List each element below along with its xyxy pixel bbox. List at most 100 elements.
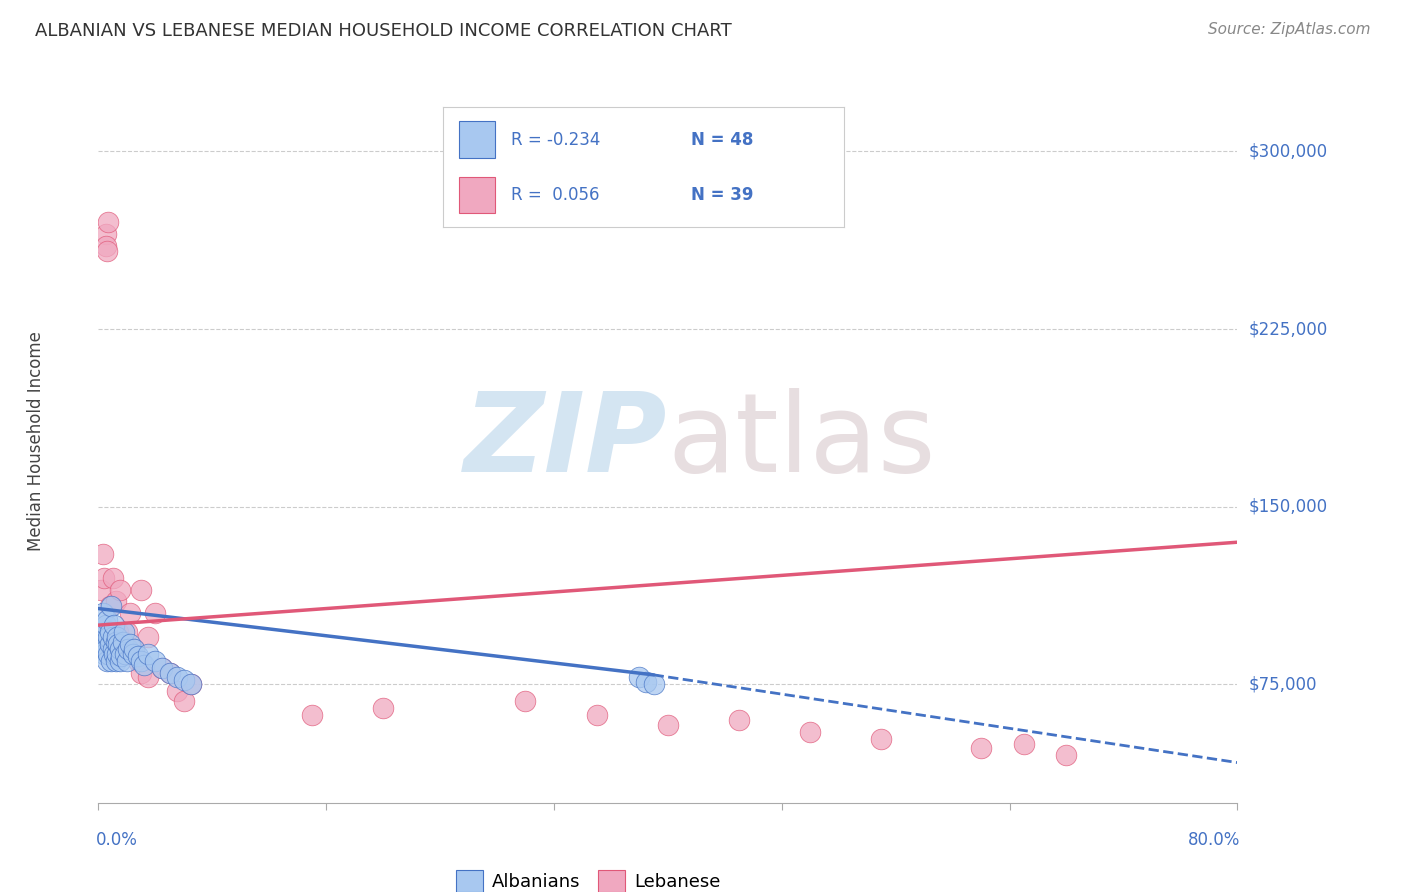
Point xyxy=(166,670,188,684)
Point xyxy=(132,658,155,673)
Point xyxy=(152,661,174,675)
Point xyxy=(103,618,125,632)
Point xyxy=(111,634,134,648)
Text: ALBANIAN VS LEBANESE MEDIAN HOUSEHOLD INCOME CORRELATION CHART: ALBANIAN VS LEBANESE MEDIAN HOUSEHOLD IN… xyxy=(35,22,733,40)
Point xyxy=(114,647,136,661)
Point xyxy=(118,607,141,621)
Point xyxy=(103,647,125,661)
Point xyxy=(122,641,145,656)
Point xyxy=(1012,737,1035,751)
Point xyxy=(96,654,118,668)
Point xyxy=(112,637,135,651)
Point xyxy=(129,654,152,668)
Point xyxy=(101,571,124,585)
Text: R = -0.234: R = -0.234 xyxy=(510,130,600,149)
Legend: Albanians, Lebanese: Albanians, Lebanese xyxy=(449,863,728,892)
Text: $75,000: $75,000 xyxy=(1249,675,1317,693)
Point xyxy=(104,654,127,668)
Point xyxy=(166,684,188,698)
Point xyxy=(100,599,122,614)
Point xyxy=(93,647,115,661)
Point xyxy=(90,582,112,597)
Point xyxy=(117,641,139,656)
Point xyxy=(657,717,679,731)
Point xyxy=(115,625,138,640)
Point xyxy=(108,641,131,656)
Point xyxy=(515,694,537,708)
Point xyxy=(136,670,159,684)
Text: 0.0%: 0.0% xyxy=(96,831,138,849)
Point xyxy=(93,625,115,640)
Point xyxy=(108,654,131,668)
Point xyxy=(105,647,128,661)
Point xyxy=(110,648,132,663)
Point xyxy=(118,637,141,651)
Point xyxy=(136,630,159,644)
Text: atlas: atlas xyxy=(668,388,936,495)
Point xyxy=(101,641,124,656)
Bar xyxy=(458,121,495,158)
Point xyxy=(129,665,152,680)
Point xyxy=(94,227,117,242)
Point xyxy=(145,607,167,621)
Point xyxy=(91,607,114,621)
Point xyxy=(129,582,152,597)
Text: $300,000: $300,000 xyxy=(1249,143,1327,161)
Text: Source: ZipAtlas.com: Source: ZipAtlas.com xyxy=(1208,22,1371,37)
Point xyxy=(108,582,131,597)
Point xyxy=(105,630,128,644)
Point xyxy=(107,637,129,651)
Point xyxy=(870,731,893,746)
Point xyxy=(98,599,121,614)
Point xyxy=(728,713,751,727)
Point xyxy=(643,677,665,691)
Point xyxy=(110,647,132,661)
Point xyxy=(152,661,174,675)
Point xyxy=(97,630,120,644)
Point xyxy=(97,647,120,661)
Point xyxy=(91,637,114,651)
Point xyxy=(97,215,120,229)
Point xyxy=(636,675,658,690)
Bar xyxy=(458,177,495,213)
Point xyxy=(96,244,118,258)
Point xyxy=(628,670,651,684)
Point xyxy=(159,665,181,680)
Point xyxy=(90,630,112,644)
Text: Median Household Income: Median Household Income xyxy=(27,332,45,551)
Point xyxy=(173,673,195,687)
Point xyxy=(112,625,135,640)
Point xyxy=(98,625,121,640)
Point xyxy=(104,594,127,608)
Point xyxy=(180,677,202,691)
Point xyxy=(145,654,167,668)
Point xyxy=(136,647,159,661)
Point xyxy=(799,724,821,739)
Point xyxy=(1056,748,1078,763)
Point xyxy=(93,571,115,585)
Point xyxy=(373,701,395,715)
Point xyxy=(970,741,993,756)
Text: ZIP: ZIP xyxy=(464,388,668,495)
Text: $225,000: $225,000 xyxy=(1249,320,1327,338)
Point xyxy=(98,637,121,651)
Point xyxy=(127,654,149,668)
Point xyxy=(180,677,202,691)
Text: N = 39: N = 39 xyxy=(692,186,754,204)
Point xyxy=(115,654,138,668)
Point xyxy=(107,625,129,640)
Point xyxy=(122,641,145,656)
Text: N = 48: N = 48 xyxy=(692,130,754,149)
Point xyxy=(159,665,181,680)
Point xyxy=(127,648,149,663)
Point xyxy=(91,547,114,561)
Point xyxy=(94,641,117,656)
Point xyxy=(301,708,323,723)
Point xyxy=(173,694,195,708)
Text: $150,000: $150,000 xyxy=(1249,498,1327,516)
Point xyxy=(96,614,118,628)
Point xyxy=(585,708,607,723)
Text: 80.0%: 80.0% xyxy=(1188,831,1240,849)
Point xyxy=(94,618,117,632)
Point xyxy=(94,239,117,253)
